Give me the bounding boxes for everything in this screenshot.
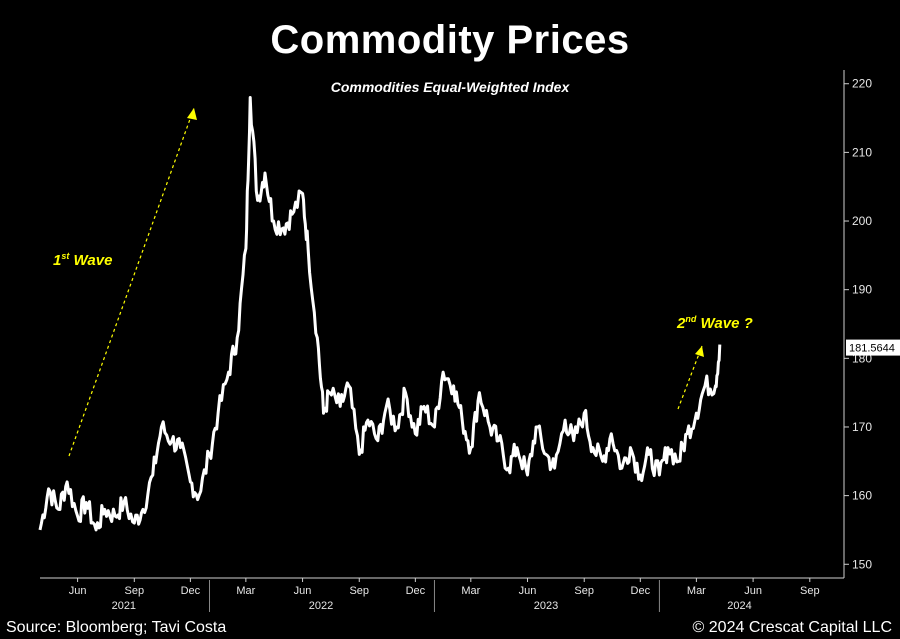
x-year-label: 2023 <box>534 600 558 612</box>
wave2-arrow <box>677 345 703 410</box>
x-tick-label: Jun <box>69 585 87 597</box>
wave1-arrow <box>68 107 195 457</box>
wave1-number: 1 <box>53 252 62 269</box>
y-tick-label: 210 <box>852 145 872 159</box>
wave1-suffix: st <box>61 251 70 261</box>
x-tick-label: Dec <box>406 585 426 597</box>
y-tick-label: 220 <box>852 77 872 91</box>
x-tick-label: Dec <box>631 585 651 597</box>
y-tick-label: 160 <box>852 489 872 503</box>
price-line-group <box>38 96 722 532</box>
x-tick-label: Mar <box>461 585 480 597</box>
x-tick-label: Jun <box>744 585 762 597</box>
wave2-number: 2 <box>677 315 686 332</box>
arrow-annotations <box>68 107 704 457</box>
x-tick-label: Sep <box>349 585 369 597</box>
y-tick-label: 190 <box>852 283 872 297</box>
copyright-note: © 2024 Crescat Capital LLC <box>692 619 892 636</box>
x-tick-label: Sep <box>125 585 145 597</box>
wave1-arrowhead <box>187 108 197 120</box>
last-value-tag <box>846 339 900 356</box>
x-tick-label: Dec <box>181 585 201 597</box>
x-tick-label: Mar <box>236 585 255 597</box>
last-value-label: 181.5644 <box>849 343 895 355</box>
x-year-label: 2022 <box>309 600 333 612</box>
source-note: Source: Bloomberg; Tavi Costa <box>6 619 227 636</box>
chart-subtitle: Commodities Equal-Weighted Index <box>330 79 570 95</box>
wave2-suffix: nd <box>685 314 697 324</box>
x-tick-label: Mar <box>687 585 706 597</box>
wave2-arrowhead <box>695 346 704 357</box>
y-tick-label: 170 <box>852 420 872 434</box>
x-tick-label: Jun <box>519 585 537 597</box>
x-tick-label: Sep <box>800 585 820 597</box>
y-tick-label: 150 <box>852 557 872 571</box>
x-year-label: 2021 <box>112 600 136 612</box>
x-tick-label: Jun <box>294 585 312 597</box>
x-tick-label: Sep <box>574 585 594 597</box>
wave1-label: 1st Wave <box>53 251 112 269</box>
y-tick-label: 200 <box>852 214 872 228</box>
wave1-text: Wave <box>69 252 113 269</box>
x-year-label: 2024 <box>727 600 751 612</box>
page-title: Commodity Prices <box>270 18 630 62</box>
wave2-label: 2nd Wave ? <box>677 314 753 332</box>
wave2-text: Wave ? <box>696 315 753 332</box>
price-line <box>38 96 722 532</box>
